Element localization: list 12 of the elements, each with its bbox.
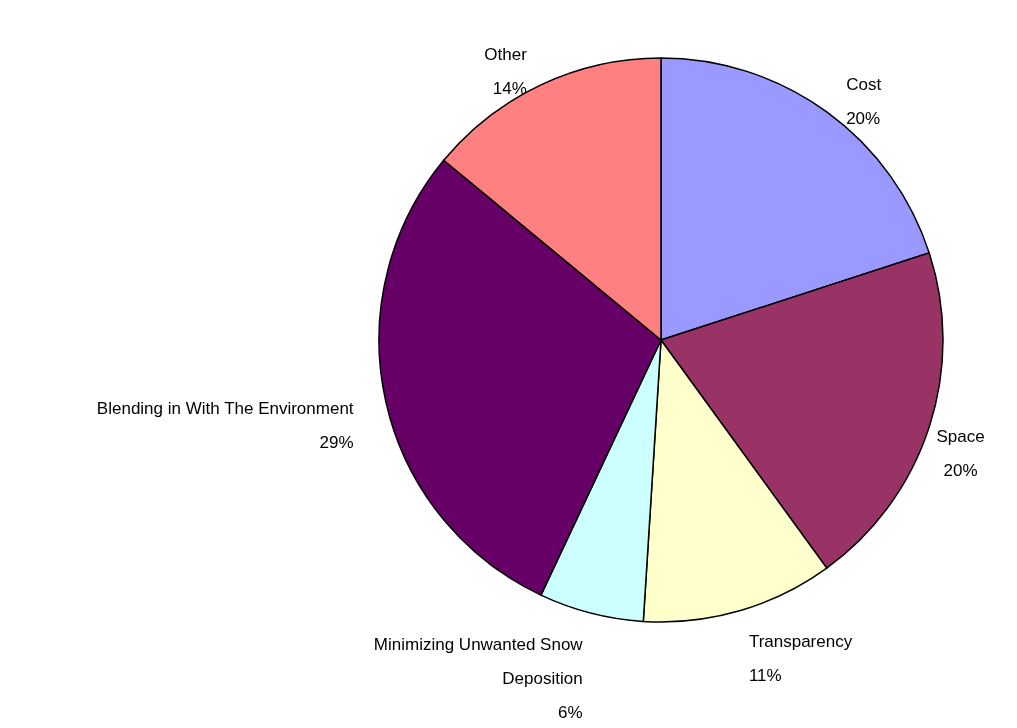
data-label: 29% — [319, 432, 354, 452]
data-label: 11% — [748, 666, 782, 686]
slice-label: Other — [484, 44, 528, 64]
data-label: 20% — [943, 461, 978, 481]
slice-label: Space — [936, 427, 985, 447]
slice-label: Transparency — [748, 632, 853, 652]
data-label: 6% — [558, 703, 583, 723]
data-label: 20% — [846, 109, 881, 129]
data-label: 14% — [492, 78, 527, 98]
slice-label: Blending in With The Environment — [96, 398, 354, 418]
slice-label: Cost — [846, 75, 882, 95]
slice-label: Minimizing Unwanted Snow Deposition — [373, 635, 584, 689]
